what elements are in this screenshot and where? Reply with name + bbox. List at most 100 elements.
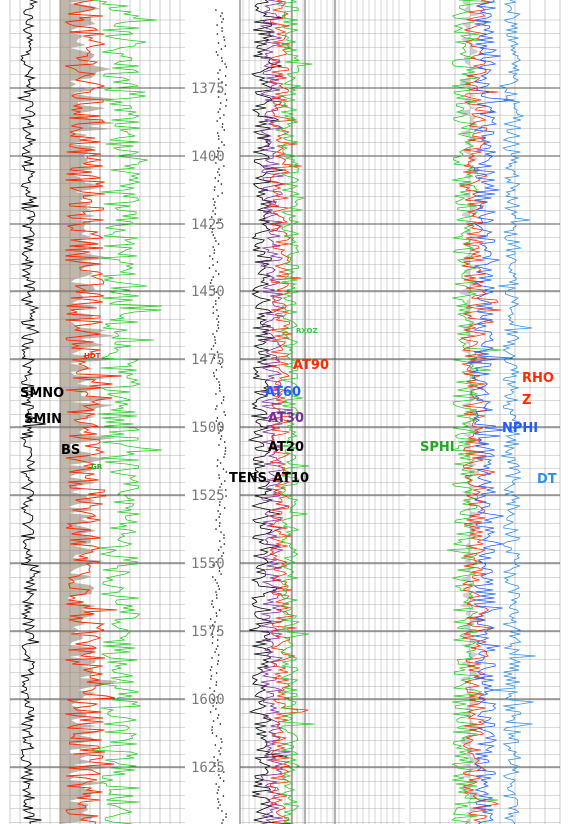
tens-dot [218,567,221,569]
tens-dot [219,540,221,542]
tens-dot [217,327,220,329]
tens-dot [214,354,216,356]
tens-dot [214,744,217,746]
tens-dot [212,285,214,287]
tens-dot [218,168,220,170]
tens-dot [218,474,220,476]
tens-dot [211,258,214,260]
tens-dot [223,534,225,536]
tens-dot [225,489,227,491]
tens-dot [223,543,226,545]
tens-dot [216,150,219,152]
tens-dot [214,762,216,764]
tens-dot [217,714,220,716]
tens-dot [211,732,214,734]
tens-dot [216,330,218,332]
depth-label: 1400 [191,149,225,165]
tens-dot [219,522,221,524]
tens-dot [223,411,225,413]
tens-dot [212,234,215,236]
tens-dot [212,372,215,374]
tens-dot [218,384,221,386]
tens-dot [221,27,223,29]
tens-dot [223,441,226,443]
tens-dot [211,228,214,230]
tens-dot [219,513,221,515]
tens-dot [220,48,223,50]
tens-dot [217,72,219,74]
curve-label: SPHI [420,440,455,455]
curve-label: RHO [522,371,554,386]
tens-dot [214,186,216,188]
tens-dot [217,801,220,803]
tens-dot [212,306,215,308]
tens-dot [224,480,226,482]
tens-dot [214,339,216,341]
tens-dot [224,447,227,449]
tens-dot [212,705,214,707]
dt-curve [491,0,536,824]
tens-dot [217,324,219,326]
tens-dot [223,456,225,458]
tens-dot [225,816,227,818]
tens-dot [218,477,221,479]
tens-dot [220,183,223,185]
tens-dot [218,90,220,92]
tens-dot [222,780,225,782]
tens-dot [219,753,221,755]
tens-dot [217,78,220,80]
tens-dot [212,624,214,626]
tens-dot [210,678,212,680]
tens-dot [212,606,215,608]
tens-dot [219,429,222,431]
tens-dot [223,507,226,509]
curve-label: RXOZ [296,327,318,335]
tens-dot [211,231,213,233]
tens-dot [215,369,218,371]
curve-label: TENS [229,471,267,486]
tens-dot [223,537,225,539]
tens-dot [217,798,219,800]
tens-dot [212,720,215,722]
tens-dot [225,66,228,68]
tens-dot [213,690,216,692]
curve-labels: SMNO SMIN BS TENS AT10 AT20 AT30 AT60 AT90 SPHI NP… [20,327,557,487]
tens-dot [212,276,214,278]
tens-dot [211,600,214,602]
tens-dot [216,378,218,380]
tens-dot [222,552,225,554]
tens-dot [218,444,220,446]
tens-dot [215,393,217,395]
tens-dot [218,570,221,572]
tens-dot [217,111,220,113]
tens-dot [223,771,225,773]
tens-dot [210,348,213,350]
tens-dot [215,615,218,617]
depth-label: 1625 [191,760,225,776]
tens-dot [218,516,220,518]
tens-dot [216,696,218,698]
tens-dot [217,321,220,323]
depth-label: 1600 [191,692,225,708]
hdt-curve [64,0,122,824]
tens-dot [219,390,221,392]
tens-dot [215,156,218,158]
tens-dot [222,18,225,20]
tens-dot [220,573,222,575]
tens-dot [212,576,214,578]
tens-dot [225,813,227,815]
tens-dot [212,210,214,212]
tens-dot [215,408,217,410]
tens-dot [217,510,219,512]
tens-dot [217,558,220,560]
tens-dot [221,822,223,824]
tens-dot [217,54,219,56]
tens-dot [220,747,222,749]
tens-dot [218,774,220,776]
tens-dot [215,684,217,686]
curve-label: NPHI [502,421,538,436]
tens-dot [212,264,214,266]
tens-dot [209,627,212,629]
tens-dot [214,201,216,203]
